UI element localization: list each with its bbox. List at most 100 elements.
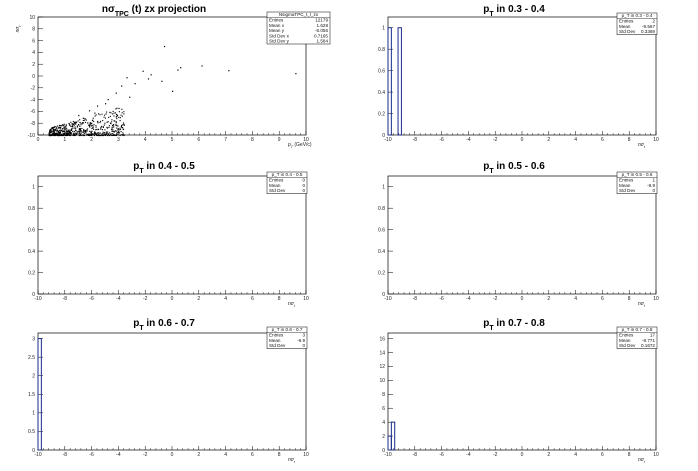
scatter-point (61, 134, 63, 136)
scatter-point (147, 78, 150, 80)
scatter-point (79, 129, 81, 131)
scatter-point (101, 129, 104, 131)
scatter-point (76, 133, 78, 136)
scatter-point (295, 73, 297, 75)
scatter-point (119, 127, 121, 129)
scatter-point (68, 132, 70, 134)
scatter-point (105, 133, 108, 135)
scatter-point (57, 132, 59, 134)
stats-value: 0 (652, 188, 655, 193)
scatter-point (109, 115, 111, 117)
y-tick-label: 4 (382, 420, 385, 426)
scatter-point (61, 133, 63, 135)
scatter-point (55, 132, 57, 134)
x-tick-label: 4 (574, 137, 577, 143)
x-tick-label: 4 (574, 296, 577, 302)
scatter-point (73, 127, 75, 129)
scatter-point (111, 130, 113, 132)
scatter-point (93, 134, 95, 136)
y-tick-label: 0.4 (28, 249, 35, 255)
scatter-point (72, 120, 74, 123)
scatter-point (59, 127, 61, 129)
scatter-point (105, 113, 107, 115)
y-tick-label: -6 (31, 109, 36, 115)
scatter-point (104, 129, 106, 131)
scatter-point (78, 134, 80, 137)
scatter-point (78, 134, 80, 136)
scatter-point (70, 121, 72, 123)
scatter-point (97, 120, 99, 122)
x-tick-label: 2 (547, 137, 550, 143)
scatter-point (228, 70, 230, 72)
stats-value: 0.7165 (314, 33, 328, 38)
scatter-point (60, 129, 63, 132)
scatter-point (86, 133, 88, 135)
scatter-point (49, 133, 51, 135)
scatter-point (70, 125, 72, 127)
scatter-point (85, 118, 87, 120)
scatter-point (63, 123, 65, 125)
scatter-point (118, 131, 120, 133)
scatter-point (80, 122, 82, 124)
scatter-point (115, 130, 117, 132)
stats-name: p_T in 0.4 - 0.5 (272, 172, 303, 177)
scatter-point (73, 134, 76, 136)
scatter-point (108, 126, 110, 128)
stats-label: Mean (619, 24, 631, 29)
scatter-point (59, 129, 61, 131)
scatter-point (93, 128, 95, 130)
scatter-point (87, 134, 89, 136)
scatter-point (82, 134, 84, 136)
x-tick-label: 10 (303, 296, 309, 302)
scatter-point (106, 121, 108, 123)
scatter-point (117, 129, 119, 131)
scatter-point (77, 120, 79, 122)
scatter-point (108, 134, 110, 137)
x-tick-label: -10 (384, 137, 391, 143)
scatter-point (52, 127, 54, 129)
stats-value: -9.9 (647, 183, 655, 188)
scatter-point (109, 111, 111, 113)
x-tick-label: 8 (628, 137, 631, 143)
scatter-point (80, 129, 82, 131)
scatter-point (99, 122, 101, 124)
y-tick-label: 0 (32, 292, 35, 298)
scatter-point (111, 121, 113, 123)
scatter-point (67, 130, 69, 132)
scatter-point (69, 134, 71, 137)
scatter-point (101, 113, 103, 115)
scatter-point (102, 126, 105, 128)
scatter-point (49, 131, 51, 133)
stats-value: 0.1672 (641, 343, 655, 348)
x-tick-label: 2 (547, 296, 550, 302)
x-tick-label: 10 (303, 137, 309, 143)
y-tick-label: -10 (28, 133, 35, 139)
scatter-point (79, 125, 81, 127)
scatter-point (94, 112, 96, 114)
scatter-point (102, 120, 104, 122)
scatter-point (85, 134, 88, 136)
x-tick-label: 1 (63, 137, 66, 143)
plot-frame (37, 175, 307, 295)
scatter-point (52, 130, 54, 133)
scatter-point (53, 130, 55, 132)
scatter-point (63, 125, 65, 127)
scatter-point (80, 134, 82, 136)
scatter-point (112, 113, 114, 115)
stats-label: Entries (619, 178, 634, 183)
x-tick-label: -8 (63, 296, 68, 302)
scatter-point (113, 115, 115, 117)
x-tick-label: 6 (601, 137, 604, 143)
scatter-point (119, 117, 121, 119)
scatter-point (111, 119, 113, 121)
x-tick-label: 6 (601, 296, 604, 302)
scatter-point (76, 126, 78, 128)
x-tick-label: 0 (521, 452, 524, 458)
scatter-point (97, 122, 99, 124)
scatter-point (112, 124, 114, 126)
scatter-point (80, 124, 82, 126)
scatter-point (114, 134, 116, 136)
scatter-point (89, 130, 91, 132)
scatter-point (56, 125, 59, 127)
